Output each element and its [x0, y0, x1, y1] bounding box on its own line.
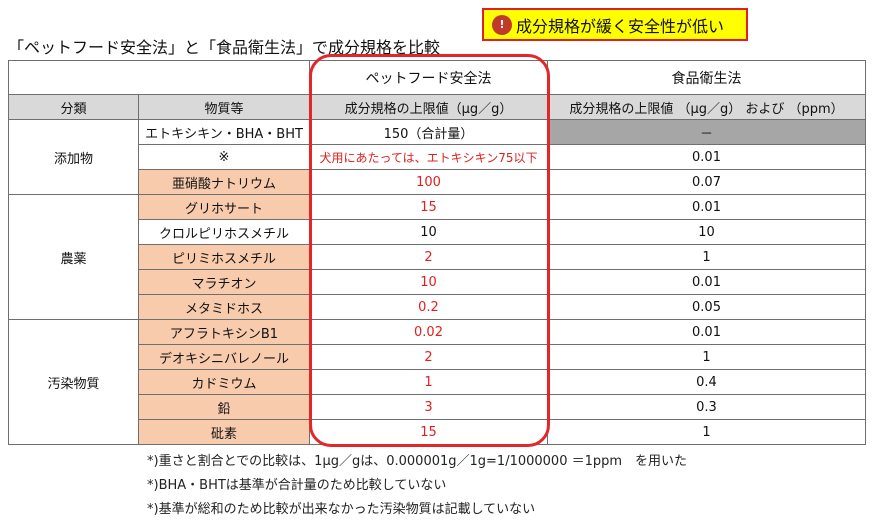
blank-header-cell	[8, 60, 310, 95]
food-limit-header: 成分規格の上限値 （μg／g） および （ppm）	[547, 94, 866, 120]
table-row: 鉛 3 0.3	[9, 394, 866, 420]
pet-law-header: ペットフード安全法	[309, 60, 548, 95]
comparison-table: ペットフード安全法 食品衛生法 分類 物質等 成分規格の上限値（μg／g） 成分…	[8, 60, 866, 445]
column-header-row: 分類 物質等 成分規格の上限値（μg／g） 成分規格の上限値 （μg／g） およ…	[8, 94, 866, 120]
substance-cell: マラチオン	[138, 269, 310, 295]
food-limit-cell: 0.05	[547, 294, 866, 320]
table-row: 砒素 15 1	[9, 419, 866, 445]
pet-limit-header: 成分規格の上限値（μg／g）	[309, 94, 548, 120]
substance-cell: クロルピリホスメチル	[138, 219, 310, 245]
table-row: メタミドホス 0.2 0.05	[9, 294, 866, 320]
substance-header: 物質等	[138, 94, 310, 120]
category-cell: 添加物	[8, 119, 139, 195]
footnote: *)基準が総和のため比較が出来なかった汚染物質は記載していない	[147, 502, 536, 517]
substance-cell: エトキシキン・BHA・BHT	[138, 119, 310, 145]
page-title: 「ペットフード安全法」と「食品衛生法」で成分規格を比較	[8, 38, 441, 57]
category-cell: 農薬	[8, 194, 139, 320]
food-limit-cell: 0.07	[547, 169, 866, 195]
food-law-header: 食品衛生法	[547, 60, 866, 95]
table-row: マラチオン 10 0.01	[9, 269, 866, 295]
food-limit-cell: 1	[547, 419, 866, 445]
substance-cell: アフラトキシンB1	[138, 319, 310, 345]
footnotes: *)重さと割合とでの比較は、1μg／gは、0.000001g／1g=1/1000…	[147, 450, 687, 522]
callout-text: 成分規格が緩く安全性が低い	[516, 16, 725, 36]
category-header: 分類	[8, 94, 139, 120]
table-row: 農薬 グリホサート 15 0.01	[8, 194, 866, 320]
pet-limit-cell: 15	[309, 194, 548, 220]
table-row: 添加物 エトキシキン・BHA・BHT 150（合計量）－	[8, 119, 866, 195]
substance-cell: ピリミホスメチル	[138, 244, 310, 270]
food-limit-cell: 0.01	[547, 144, 866, 170]
pet-limit-cell: 2	[309, 244, 548, 270]
food-limit-cell: －	[547, 119, 866, 145]
substance-cell: カドミウム	[138, 369, 310, 395]
footnote: *)重さと割合とでの比較は、1μg／gは、0.000001g／1g=1/1000…	[147, 454, 688, 469]
food-limit-cell: 1	[547, 344, 866, 370]
pet-limit-cell: 0.2	[309, 294, 548, 320]
food-limit-cell: 1	[547, 244, 866, 270]
table-row: デオキシニバレノール 2 1	[9, 344, 866, 370]
alert-face-icon: !	[492, 14, 512, 35]
pet-limit-cell: 10	[309, 219, 548, 245]
substance-cell: 亜硝酸ナトリウム	[138, 169, 310, 195]
pet-limit-cell: 犬用にあたっては、エトキシキン75以下	[309, 144, 548, 170]
pet-limit-cell: 100	[309, 169, 548, 195]
warning-callout: ! 成分規格が緩く安全性が低い	[482, 8, 748, 41]
food-limit-cell: 0.01	[547, 194, 866, 220]
category-cell: 汚染物質	[8, 319, 139, 445]
table-row: 亜硝酸ナトリウム 100 0.07	[9, 169, 866, 195]
law-header-row: ペットフード安全法 食品衛生法	[8, 60, 866, 95]
substance-cell: 鉛	[138, 394, 310, 420]
pet-limit-cell: 15	[309, 419, 548, 445]
pet-limit-cell: 10	[309, 269, 548, 295]
pet-limit-cell: 150（合計量）	[309, 119, 548, 145]
pet-limit-cell: 2	[309, 344, 548, 370]
food-limit-cell: 0.3	[547, 394, 866, 420]
substance-cell: グリホサート	[138, 194, 310, 220]
table-row: ※ 犬用にあたっては、エトキシキン75以下 0.01	[9, 144, 866, 170]
pet-limit-cell: 0.02	[309, 319, 548, 345]
substance-cell: メタミドホス	[138, 294, 310, 320]
food-limit-cell: 0.01	[547, 319, 866, 345]
substance-cell: 砒素	[138, 419, 310, 445]
pet-limit-cell: 3	[309, 394, 548, 420]
food-limit-cell: 0.4	[547, 369, 866, 395]
food-limit-cell: 10	[547, 219, 866, 245]
substance-cell: ※	[138, 144, 310, 170]
food-limit-cell: 0.01	[547, 269, 866, 295]
table-row: 汚染物質 アフラトキシンB1 0.02 0.01	[8, 319, 866, 445]
footnote: *)BHA・BHTは基準が合計量のため比較していない	[147, 478, 447, 493]
substance-cell: デオキシニバレノール	[138, 344, 310, 370]
pet-limit-cell: 1	[309, 369, 548, 395]
